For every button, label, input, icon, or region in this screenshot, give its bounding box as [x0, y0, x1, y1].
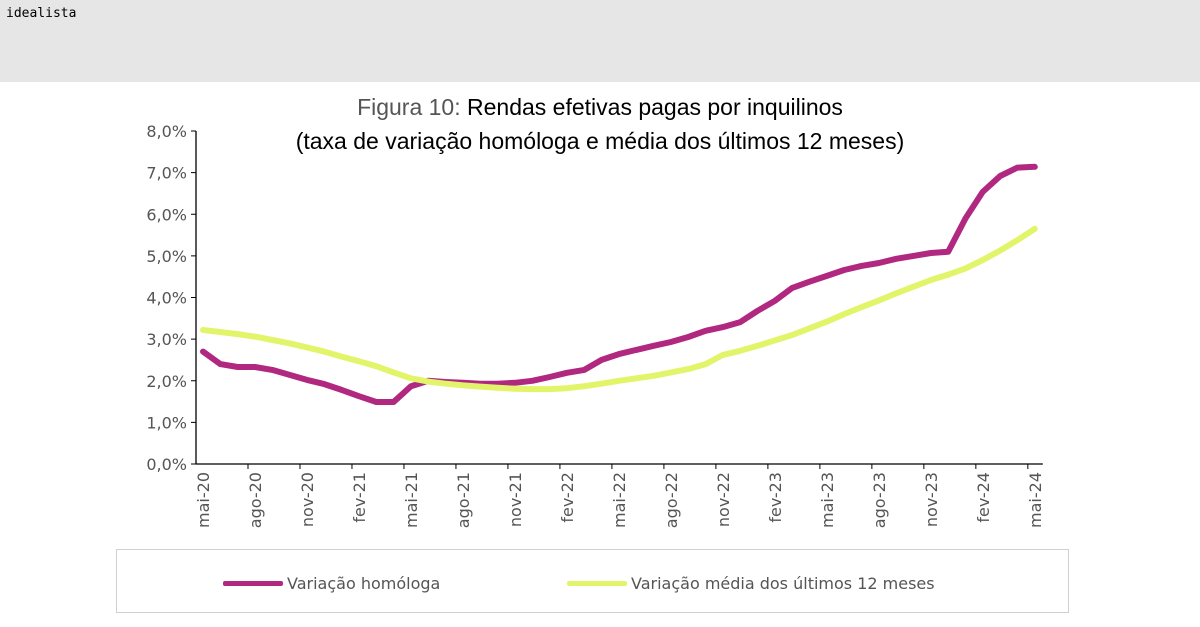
- chart-title: Figura 10: Rendas efetivas pagas por inq…: [0, 90, 1200, 158]
- y-tick-label: 6,0%: [146, 205, 187, 224]
- x-tick-label: ago-22: [662, 472, 681, 528]
- x-tick-label: fev-24: [974, 472, 993, 523]
- x-tick-label: fev-21: [350, 472, 369, 523]
- legend-item-media: Variação média dos últimos 12 meses: [567, 574, 935, 593]
- x-tick-label: mai-22: [610, 472, 629, 528]
- brand-label: idealista: [6, 6, 77, 21]
- legend-swatch: [223, 581, 283, 586]
- y-tick-label: 0,0%: [146, 455, 187, 474]
- title-prefix: Figura 10:: [357, 94, 461, 120]
- y-tick-label: 1,0%: [146, 413, 187, 432]
- legend-item-homologa: Variação homóloga: [223, 574, 440, 593]
- x-tick-label: nov-21: [506, 472, 525, 527]
- legend-swatch: [567, 581, 627, 586]
- x-tick-label: ago-23: [870, 472, 889, 528]
- x-tick-label: mai-20: [194, 472, 213, 528]
- series-line-homologa: [200, 163, 1038, 405]
- x-tick-label: ago-20: [246, 472, 265, 528]
- y-tick-label: 4,0%: [146, 289, 187, 308]
- y-tick-label: 5,0%: [146, 247, 187, 266]
- x-tick-label: mai-23: [818, 472, 837, 528]
- x-tick-label: ago-21: [454, 472, 473, 528]
- x-tick-label: fev-23: [766, 472, 785, 523]
- legend-label: Variação homóloga: [287, 574, 441, 593]
- series-line-media: [200, 225, 1038, 393]
- x-tick-label: mai-24: [1026, 472, 1045, 528]
- y-tick-label: 3,0%: [146, 330, 187, 349]
- x-tick-label: mai-21: [402, 472, 421, 528]
- legend: Variação homóloga Variação média dos últ…: [116, 549, 1069, 613]
- x-tick-label: nov-22: [714, 472, 733, 527]
- y-tick-label: 7,0%: [146, 164, 187, 183]
- y-tick-label: 8,0%: [146, 122, 187, 141]
- x-tick-label: nov-20: [298, 472, 317, 527]
- x-tick-label: fev-22: [558, 472, 577, 523]
- x-tick-label: nov-23: [922, 472, 941, 527]
- chart-subtitle: (taxa de variação homóloga e média dos ú…: [295, 128, 905, 154]
- y-tick-label: 2,0%: [146, 372, 187, 391]
- title-main: Rendas efetivas pagas por inquilinos: [467, 94, 843, 120]
- top-bar: idealista: [0, 0, 1200, 82]
- legend-label: Variação média dos últimos 12 meses: [631, 574, 935, 593]
